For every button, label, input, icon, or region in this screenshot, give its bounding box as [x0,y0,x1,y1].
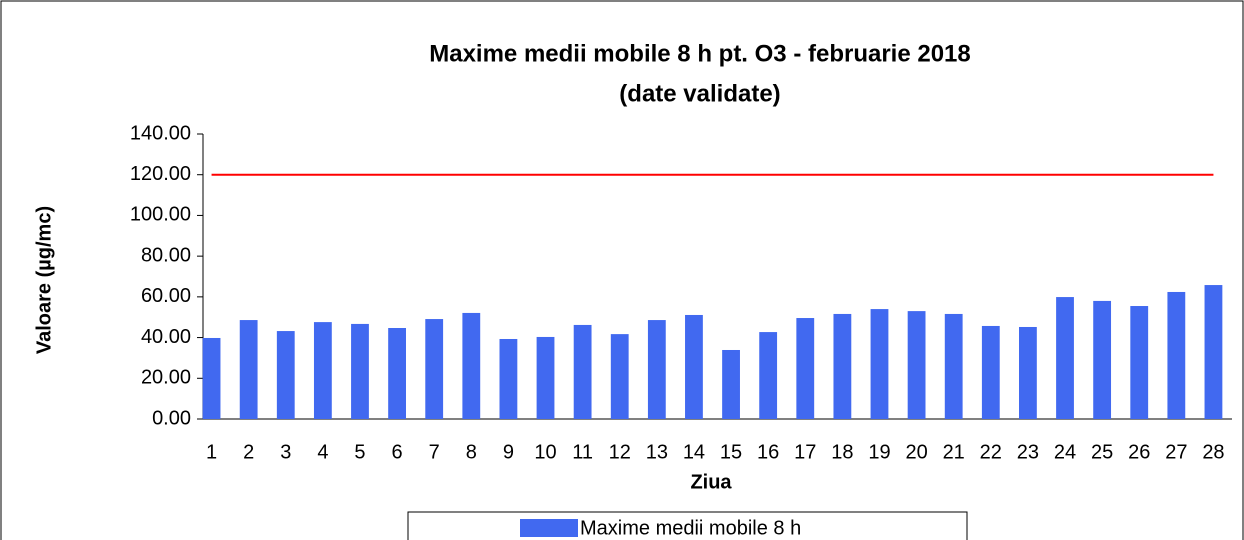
bar [388,328,406,419]
bar [351,323,369,419]
x-tick-label: 25 [1091,441,1113,463]
y-tick-label: 20.00 [141,367,191,389]
y-tick-label: 80.00 [141,244,191,266]
x-axis-label: Ziua [690,471,732,493]
bar [685,314,703,419]
bar [1093,300,1112,419]
bar [1019,326,1037,419]
y-tick-label: 60.00 [141,285,191,307]
bar [610,334,629,419]
bar [536,336,555,419]
bar [239,320,258,419]
bar [796,318,815,419]
x-tick-label: 17 [794,441,816,463]
chart-title: Maxime medii mobile 8 h pt. O3 - februar… [429,40,971,67]
bar [833,313,852,419]
bar [202,337,221,419]
bar [1056,297,1074,419]
x-tick-label: 3 [280,441,291,463]
x-tick-label: 11 [572,441,593,463]
bar [722,349,740,419]
bar [462,312,481,419]
bar [313,322,332,419]
x-tick-label: 26 [1128,441,1150,463]
bar [573,324,592,419]
x-tick-label: 28 [1202,441,1224,463]
bar [759,332,778,419]
x-tick-label: 7 [429,441,440,463]
y-tick-label: 120.00 [130,163,191,185]
x-tick-label: 10 [534,441,556,463]
x-tick-label: 27 [1165,441,1187,463]
x-tick-label: 20 [905,441,927,463]
legend-box [407,511,968,540]
bar [907,311,926,419]
legend-label: Maxime medii mobile 8 h [580,517,801,539]
y-tick-label: 140.00 [130,122,191,144]
x-tick-label: 2 [243,441,254,463]
bar [425,319,444,419]
x-tick-label: 9 [503,441,514,463]
x-tick-label: 15 [720,441,742,463]
bar [276,331,295,419]
x-tick-label: 18 [831,441,853,463]
bar [1204,285,1223,419]
x-tick-label: 22 [980,441,1002,463]
x-tick-label: 4 [317,441,328,463]
y-tick-label: 40.00 [141,326,191,348]
chart-subtitle: (date validate) [619,80,780,107]
bar [944,313,963,419]
x-tick-label: 21 [943,441,965,463]
x-tick-label: 24 [1054,441,1076,463]
bar [1167,291,1186,419]
x-tick-label: 13 [646,441,668,463]
bar [870,309,889,419]
x-tick-label: 6 [392,441,403,463]
x-tick-label: 16 [757,441,779,463]
y-tick-label: 100.00 [130,204,191,226]
y-tick-label: 0.00 [152,407,191,429]
bar [981,325,1000,419]
bar [1130,306,1149,419]
x-tick-label: 1 [206,441,217,463]
x-tick-label: 8 [466,441,477,463]
bar [647,320,666,419]
x-tick-label: 12 [609,441,631,463]
x-tick-label: 23 [1017,441,1039,463]
bar [499,338,518,419]
x-tick-label: 14 [683,441,705,463]
x-tick-label: 19 [868,441,890,463]
x-tick-label: 5 [354,441,365,463]
legend-swatch [520,519,578,537]
y-axis-label: Valoare (µg/mc) [33,206,55,354]
